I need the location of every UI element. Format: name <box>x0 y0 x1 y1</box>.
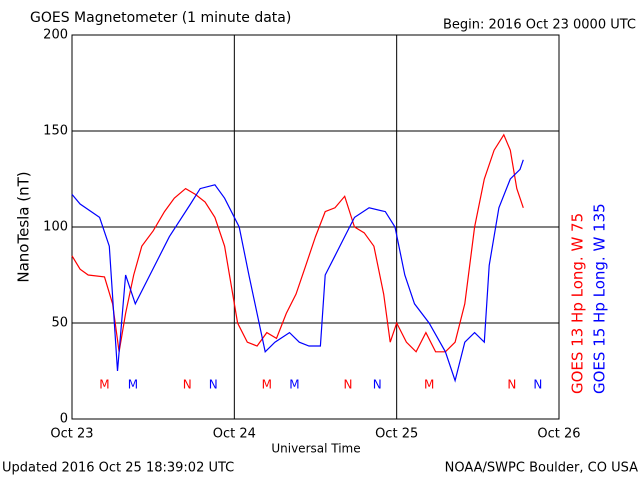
x-tick-label: Oct 26 <box>537 427 580 442</box>
marker-label: N <box>343 378 352 392</box>
chart-title: GOES Magnetometer (1 minute data) <box>30 10 291 26</box>
marker-label: M <box>289 378 299 392</box>
marker-label: N <box>183 378 192 392</box>
plot-frame <box>71 34 560 420</box>
footer-right: NOAA/SWPC Boulder, CO USA <box>445 461 638 476</box>
y-tick-label: 100 <box>43 220 68 235</box>
x-tick-label: Oct 23 <box>50 427 93 442</box>
y-axis-label: NanoTesla (nT) <box>15 171 33 282</box>
y-tick-label: 50 <box>51 316 68 331</box>
marker-label: N <box>209 378 218 392</box>
y-tick-label: 0 <box>60 412 68 427</box>
marker-label: N <box>533 378 542 392</box>
marker-label: M <box>99 378 109 392</box>
footer-left: Updated 2016 Oct 25 18:39:02 UTC <box>2 461 234 476</box>
x-tick-label: Oct 24 <box>213 427 256 442</box>
marker-label: M <box>128 378 138 392</box>
marker-label: N <box>373 378 382 392</box>
legend-entry: GOES 15 Hp Long. W 135 <box>591 203 609 394</box>
marker-label: M <box>262 378 272 392</box>
y-tick-label: 200 <box>43 28 68 43</box>
marker-label: M <box>424 378 434 392</box>
x-tick-label: Oct 25 <box>375 427 418 442</box>
marker-label: N <box>507 378 516 392</box>
x-axis-label: Universal Time <box>271 442 360 456</box>
series-line <box>71 133 524 353</box>
chart-subtitle: Begin: 2016 Oct 23 0000 UTC <box>443 18 636 33</box>
series-line <box>71 159 524 383</box>
y-tick-label: 150 <box>43 124 68 139</box>
legend-entry: GOES 13 Hp Long. W 75 <box>569 213 587 394</box>
